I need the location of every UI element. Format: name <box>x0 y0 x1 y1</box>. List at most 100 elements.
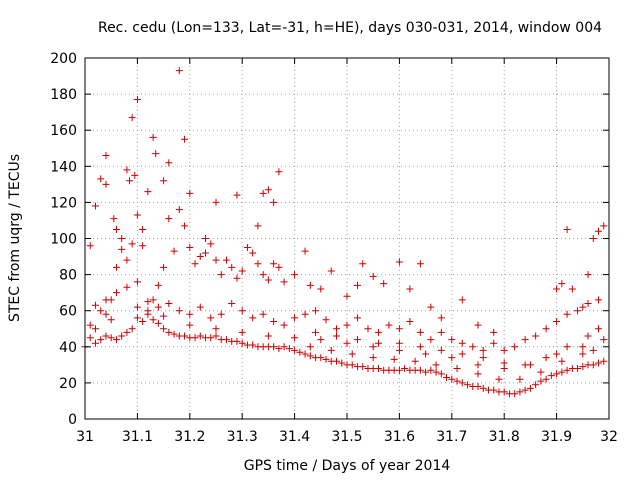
data-point <box>233 337 241 345</box>
data-point <box>490 328 498 336</box>
data-point <box>453 364 461 372</box>
data-point <box>112 289 120 297</box>
data-point <box>516 375 524 383</box>
data-point <box>395 366 403 374</box>
data-point <box>196 332 204 340</box>
y-tick-label: 140 <box>50 159 77 175</box>
data-point <box>207 314 215 322</box>
data-point <box>458 350 466 358</box>
data-point <box>222 256 230 264</box>
data-point <box>474 383 482 391</box>
data-point <box>238 339 246 347</box>
data-point <box>411 357 419 365</box>
data-point <box>270 260 278 268</box>
data-point <box>511 390 519 398</box>
data-point <box>479 354 487 362</box>
data-point <box>558 280 566 288</box>
data-point <box>91 339 99 347</box>
grid-lines <box>85 58 609 419</box>
data-point <box>584 332 592 340</box>
data-point <box>600 336 608 344</box>
data-point <box>595 227 603 235</box>
data-point <box>86 321 94 329</box>
data-point <box>280 278 288 286</box>
data-point <box>589 346 597 354</box>
y-axis-label: STEC from uqrg / TECUs <box>7 154 23 322</box>
data-point <box>595 325 603 333</box>
data-point <box>395 346 403 354</box>
data-point <box>380 280 388 288</box>
data-point <box>107 334 115 342</box>
data-point <box>160 177 168 185</box>
data-point <box>165 215 173 223</box>
data-point <box>280 321 288 329</box>
data-point <box>118 235 126 242</box>
x-tick-label: 31.7 <box>436 429 467 445</box>
data-point <box>306 281 314 289</box>
data-point <box>416 328 424 336</box>
data-point <box>112 263 120 271</box>
data-point <box>102 296 110 304</box>
data-point <box>579 350 587 358</box>
data-point <box>432 368 440 376</box>
data-point <box>126 177 134 185</box>
data-point <box>317 354 325 362</box>
data-point <box>175 206 183 214</box>
data-point <box>301 310 309 318</box>
data-point <box>131 171 139 179</box>
x-axis-label: GPS time / Days of year 2014 <box>244 458 451 474</box>
data-point <box>144 188 152 196</box>
data-point <box>395 325 403 333</box>
data-point <box>97 336 105 344</box>
data-point <box>327 346 335 354</box>
y-tick-label: 120 <box>50 195 77 211</box>
data-point <box>270 343 278 351</box>
data-point <box>432 361 440 369</box>
data-point <box>563 366 571 374</box>
data-point <box>589 361 597 369</box>
data-point <box>249 341 257 349</box>
data-point <box>91 202 99 210</box>
data-point <box>385 321 393 329</box>
x-tick-label: 31.2 <box>174 429 205 445</box>
data-point <box>112 336 120 344</box>
data-point <box>123 256 131 264</box>
data-point <box>448 375 456 383</box>
data-point <box>333 357 341 365</box>
data-point <box>579 343 587 351</box>
data-point <box>312 328 320 336</box>
data-point <box>270 198 278 206</box>
data-point <box>338 359 346 367</box>
data-point <box>490 386 498 394</box>
data-point <box>154 303 162 311</box>
data-point <box>112 225 120 233</box>
data-point <box>500 346 508 354</box>
data-point <box>133 96 141 104</box>
data-point <box>589 235 597 242</box>
data-point <box>264 186 272 194</box>
data-point <box>369 272 377 280</box>
data-point <box>401 364 409 372</box>
data-point <box>165 159 173 167</box>
data-point <box>448 336 456 344</box>
y-tick-label: 80 <box>59 268 77 284</box>
y-tick-label: 40 <box>59 340 77 356</box>
data-point <box>353 314 361 322</box>
data-point <box>542 325 550 333</box>
data-point <box>102 310 110 318</box>
data-point <box>364 325 372 333</box>
data-point <box>469 343 477 351</box>
data-point <box>537 377 545 385</box>
data-point <box>500 359 508 367</box>
data-point <box>86 334 94 342</box>
data-point <box>196 253 204 261</box>
data-point <box>275 263 283 271</box>
data-point <box>238 328 246 336</box>
data-point <box>390 355 398 363</box>
data-point <box>317 285 325 293</box>
data-point <box>537 368 545 376</box>
data-point <box>437 346 445 354</box>
data-point <box>395 339 403 347</box>
data-point <box>123 328 131 336</box>
